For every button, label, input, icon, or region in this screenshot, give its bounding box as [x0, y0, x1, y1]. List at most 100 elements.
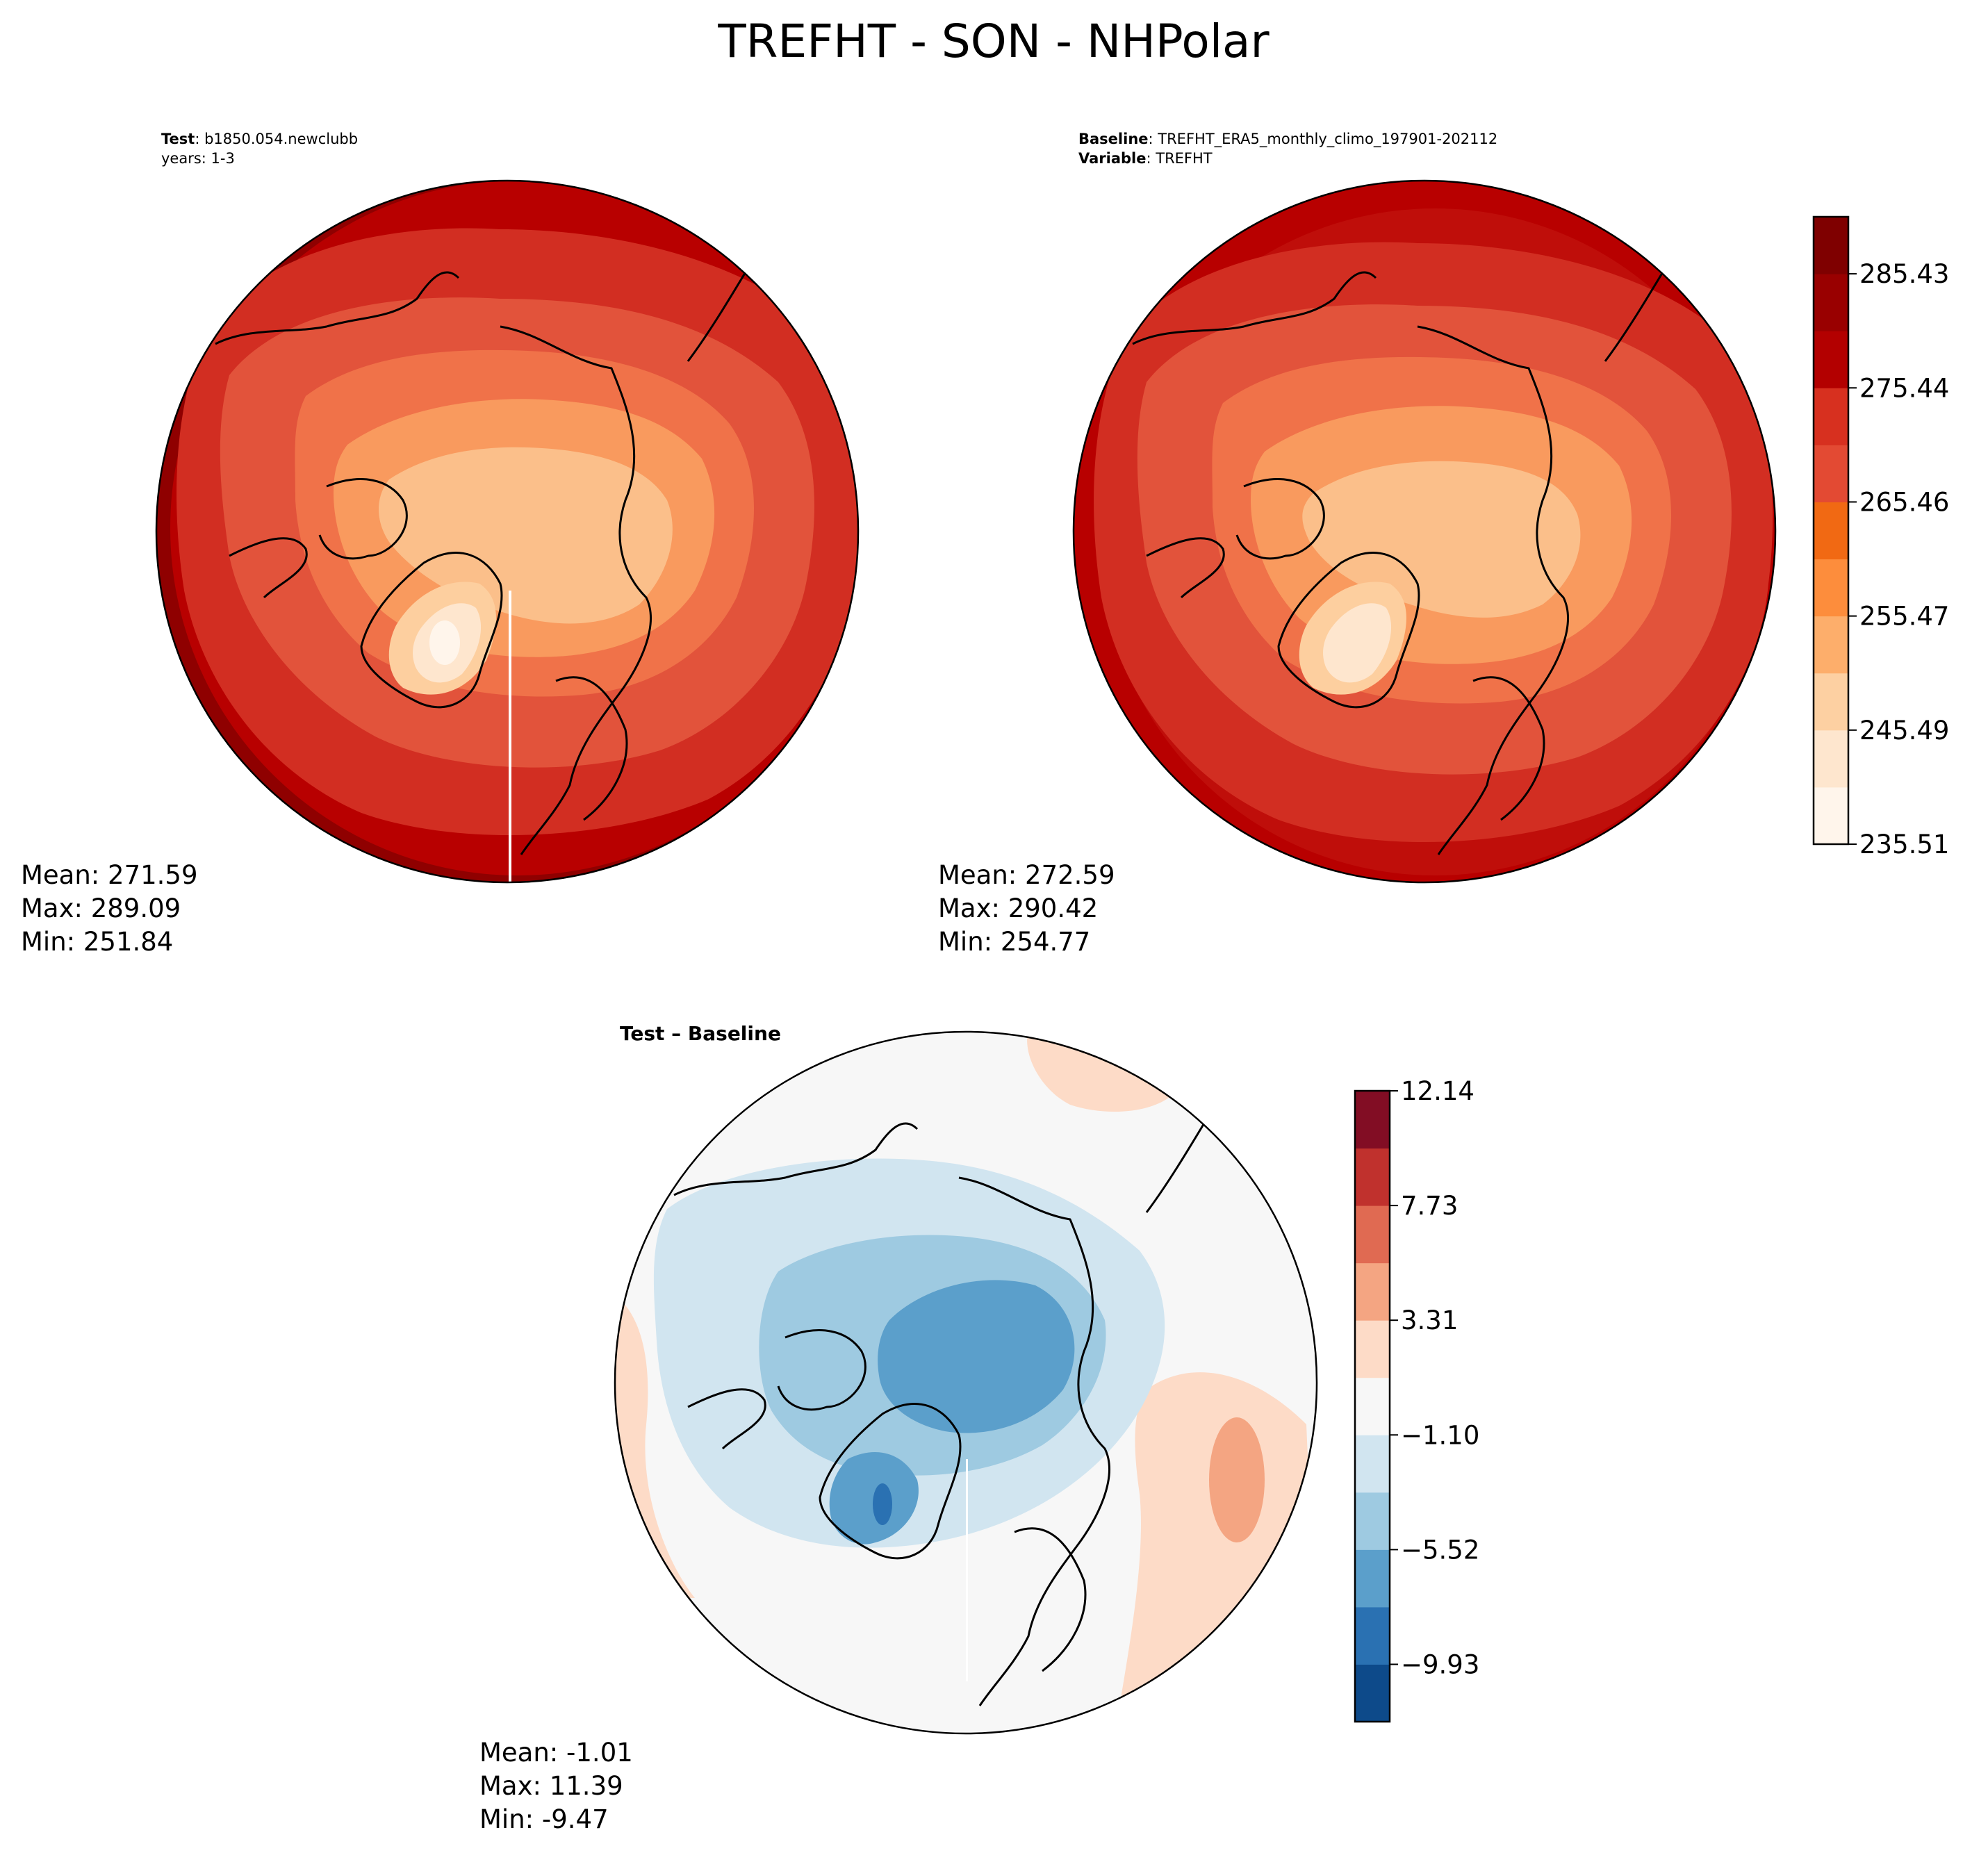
- absolute-colorbar-tick-label: 275.44: [1859, 373, 1949, 403]
- difference-colorbar-segment: [1355, 1205, 1390, 1264]
- absolute-colorbar-segment: [1814, 217, 1848, 274]
- baseline-max: Max: 290.42: [938, 893, 1098, 923]
- baseline-mean: Mean: 272.59: [938, 860, 1115, 890]
- baseline-min: Min: 254.77: [938, 927, 1090, 957]
- difference-colorbar-segment: [1355, 1377, 1390, 1435]
- test-case-name: : b1850.054.newclubb: [195, 131, 358, 147]
- absolute-colorbar-segment: [1814, 673, 1848, 731]
- greenland-coast: [1277, 552, 1420, 709]
- difference-coastlines: [673, 1114, 1210, 1706]
- missing-data-seam: [966, 1459, 968, 1681]
- greenland-coast: [360, 552, 503, 709]
- coastline: [215, 271, 460, 345]
- absolute-colorbar-segment: [1814, 388, 1848, 445]
- absolute-colorbar-tick-label: 255.47: [1859, 602, 1949, 632]
- figure-title: TREFHT - SON - NHPolar: [717, 15, 1270, 68]
- coastline: [1146, 537, 1225, 599]
- coastline: [673, 1122, 919, 1196]
- coastline: [1145, 1114, 1210, 1213]
- coastline: [500, 325, 652, 855]
- coastline: [318, 478, 408, 560]
- contour-level: [1323, 603, 1392, 683]
- baseline-label: Baseline: [1078, 131, 1149, 147]
- difference-colorbar-segment: [1355, 1492, 1390, 1550]
- test-map-border: [155, 179, 860, 884]
- variable-name: : TREFHT: [1146, 150, 1212, 167]
- coastline: [229, 537, 308, 599]
- coastline: [1472, 676, 1545, 821]
- difference-filled-contours: [615, 1032, 1317, 1733]
- baseline-header-line2: Variable: TREFHT: [1078, 150, 1213, 167]
- absolute-colorbar-tick-label: 235.51: [1859, 830, 1949, 859]
- baseline-name: : TREFHT_ERA5_monthly_climo_197901-20211…: [1149, 131, 1498, 148]
- difference-colorbar-segment: [1355, 1606, 1390, 1665]
- difference-colorbar-segment: [1355, 1435, 1390, 1493]
- contour-level: [1027, 1032, 1181, 1112]
- absolute-colorbar: 285.43 275.44 265.46 255.47 245.49 235.51: [1812, 215, 1949, 859]
- coastline: [1235, 478, 1325, 560]
- baseline-coastlines: [1132, 263, 1669, 855]
- diff-stats: Mean: -1.01 Max: 11.39 Min: -9.47: [479, 1738, 633, 1834]
- greenland-coast: [819, 1403, 962, 1560]
- contour-level: [429, 620, 460, 665]
- coastline: [555, 676, 628, 821]
- absolute-colorbar-frame: [1812, 215, 1850, 846]
- difference-colorbar-segment: [1355, 1664, 1390, 1722]
- coastline: [777, 1329, 866, 1411]
- coastline: [687, 1388, 766, 1450]
- contour-level: [1112, 1372, 1317, 1733]
- test-stats: Mean: 271.59 Max: 289.09 Min: 251.84: [21, 860, 198, 957]
- test-max: Max: 289.09: [21, 893, 181, 923]
- difference-colorbar-segment: [1355, 1148, 1390, 1206]
- difference-colorbar-tick-label: 3.31: [1401, 1306, 1458, 1335]
- missing-data-seam: [509, 591, 511, 882]
- difference-map: [615, 1032, 1317, 1733]
- absolute-colorbar-segment: [1814, 787, 1848, 845]
- coastline: [958, 1176, 1110, 1706]
- difference-colorbar-frame: [1354, 1089, 1391, 1723]
- contour-level: [379, 447, 673, 624]
- test-filled-contours: [156, 181, 858, 882]
- contour-level: [878, 1280, 1075, 1433]
- absolute-colorbar-tick-label: 285.43: [1859, 259, 1949, 289]
- difference-colorbar-segment: [1355, 1549, 1390, 1608]
- test-map: [156, 181, 858, 882]
- contour-level: [1209, 1417, 1265, 1542]
- difference-colorbar: 12.14 7.73 3.31 −1.10 −5.52 −9.93: [1354, 1076, 1479, 1723]
- absolute-colorbar-segment: [1814, 445, 1848, 502]
- absolute-colorbar-segment: [1814, 502, 1848, 560]
- diff-max: Max: 11.39: [479, 1771, 623, 1801]
- test-coastlines: [215, 263, 752, 855]
- difference-map-border: [614, 1030, 1318, 1735]
- contour-level: [873, 1483, 892, 1525]
- absolute-colorbar-segment: [1814, 331, 1848, 388]
- baseline-stats: Mean: 272.59 Max: 290.42 Min: 254.77: [938, 860, 1115, 957]
- contour-level: [1302, 461, 1581, 618]
- absolute-colorbar-tick-label: 245.49: [1859, 716, 1949, 746]
- test-min: Min: 251.84: [21, 927, 173, 957]
- difference-colorbar-tick-label: −9.93: [1401, 1649, 1479, 1679]
- absolute-colorbar-segment: [1814, 616, 1848, 674]
- difference-colorbar-tick-label: −1.10: [1401, 1420, 1479, 1450]
- baseline-header-line1: Baseline: TREFHT_ERA5_monthly_climo_1979…: [1078, 131, 1497, 148]
- absolute-colorbar-segment: [1814, 559, 1848, 617]
- absolute-colorbar-segment: [1814, 730, 1848, 788]
- coastline: [1604, 263, 1669, 362]
- test-years: years: 1-3: [161, 150, 235, 167]
- variable-label: Variable: [1078, 150, 1146, 167]
- absolute-colorbar-tick-label: 265.46: [1859, 487, 1949, 517]
- diff-min: Min: -9.47: [479, 1804, 609, 1834]
- diff-header: Test – Baseline: [620, 1022, 781, 1045]
- test-header-line1: Test: b1850.054.newclubb: [161, 131, 358, 147]
- coastline: [1417, 325, 1569, 855]
- test-mean: Mean: 271.59: [21, 860, 198, 890]
- difference-colorbar-segment: [1355, 1320, 1390, 1378]
- absolute-colorbar-segment: [1814, 274, 1848, 331]
- coastline: [687, 263, 752, 362]
- diff-mean: Mean: -1.01: [479, 1738, 633, 1768]
- baseline-map: [1074, 181, 1775, 882]
- difference-colorbar-tick-label: 12.14: [1401, 1076, 1474, 1106]
- coastline: [1132, 271, 1377, 345]
- coastline: [1014, 1527, 1087, 1672]
